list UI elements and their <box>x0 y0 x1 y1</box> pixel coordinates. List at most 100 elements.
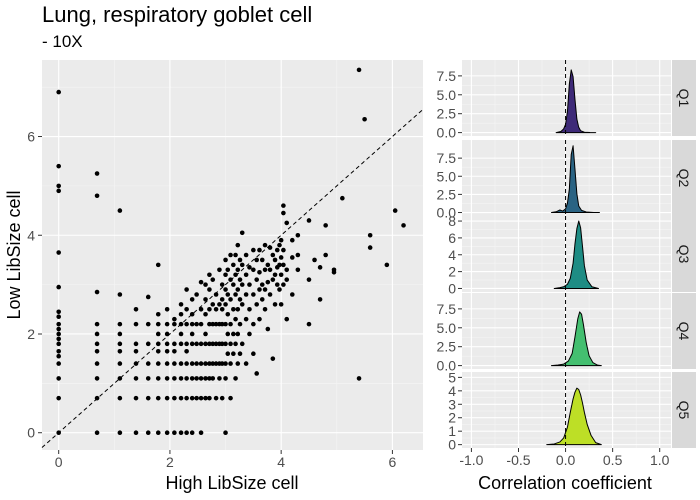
scatter-point <box>145 430 151 436</box>
scatter-point <box>254 257 259 263</box>
scatter-point <box>198 279 204 285</box>
scatter-y-tick-label: 6 <box>27 129 35 145</box>
scatter-point <box>184 376 189 381</box>
scatter-point <box>272 257 278 263</box>
density-y-tick-label: 2.5 <box>437 339 457 355</box>
scatter-point <box>219 307 225 312</box>
scatter-point <box>56 331 61 337</box>
scatter-point <box>277 262 282 268</box>
density-y-tick-label: 5.0 <box>437 87 457 103</box>
density-y-tick-label: 0 <box>448 280 456 296</box>
scatter-x-axis-label: High LibSize cell <box>165 473 298 493</box>
scatter-point <box>94 376 100 381</box>
scatter-point <box>401 223 406 228</box>
scatter-point <box>213 292 219 297</box>
facet-strip <box>672 60 696 136</box>
density-y-tick-label: 8 <box>448 213 456 229</box>
scatter-point <box>203 331 208 337</box>
scatter-point <box>189 331 195 337</box>
scatter-point <box>94 289 100 295</box>
scatter-point <box>203 361 208 366</box>
scatter-point <box>198 321 204 327</box>
scatter-point <box>281 247 286 253</box>
scatter-point <box>289 255 295 260</box>
scatter-point <box>237 351 243 357</box>
density-y-tick-label: 7.5 <box>437 68 457 84</box>
facet-strip-label: Q5 <box>676 401 692 420</box>
scatter-point <box>223 287 228 292</box>
scatter-point <box>207 272 212 278</box>
density-x-tick-label: 0.0 <box>556 452 576 468</box>
scatter-point <box>306 321 312 327</box>
scatter-point <box>198 376 204 381</box>
scatter-point <box>117 348 123 354</box>
scatter-point <box>257 316 262 322</box>
scatter-point <box>194 395 199 401</box>
scatter-point <box>235 287 241 292</box>
scatter-point <box>210 361 216 366</box>
scatter-point <box>277 287 282 292</box>
scatter-point <box>265 279 271 285</box>
scatter-point <box>207 361 212 366</box>
density-x-tick-label: -0.5 <box>506 452 530 468</box>
scatter-point <box>323 252 328 258</box>
scatter-point <box>270 356 276 361</box>
scatter-point <box>117 361 123 366</box>
density-y-tick-label: 2 <box>448 410 456 426</box>
density-y-tick-label: 2.5 <box>437 186 457 202</box>
scatter-point <box>56 376 61 381</box>
density-y-tick-label: 6 <box>448 230 456 246</box>
scatter-point <box>281 262 286 268</box>
scatter-point <box>251 292 256 297</box>
scatter-point <box>367 245 373 250</box>
scatter-point <box>278 237 284 243</box>
scatter-point <box>289 292 295 297</box>
scatter-point <box>56 188 61 194</box>
scatter-point <box>331 269 337 275</box>
density-y-tick-label: 0.0 <box>437 205 457 221</box>
scatter-point <box>189 395 195 401</box>
scatter-point <box>362 116 367 122</box>
scatter-point <box>247 265 252 270</box>
scatter-point <box>217 267 222 273</box>
facet-strip <box>672 140 696 216</box>
scatter-point <box>94 321 100 327</box>
scatter-point <box>295 252 301 258</box>
scatter-point <box>228 395 233 401</box>
scatter-point <box>231 331 236 337</box>
density-y-tick-label: 0.0 <box>437 358 457 374</box>
scatter-point <box>203 376 208 381</box>
scatter-point <box>94 331 100 337</box>
scatter-point <box>356 376 362 381</box>
scatter-point <box>233 316 238 322</box>
scatter-point <box>213 395 219 401</box>
scatter-point <box>235 331 241 337</box>
scatter-point <box>133 341 139 347</box>
scatter-point <box>223 376 228 381</box>
scatter-point <box>203 395 208 401</box>
scatter-point <box>207 395 212 401</box>
scatter-point <box>306 277 312 282</box>
density-y-tick-label: 3 <box>448 396 456 412</box>
scatter-point <box>267 267 273 273</box>
scatter-point <box>207 287 212 292</box>
scatter-point <box>312 257 317 263</box>
density-curve-q1 <box>555 69 597 134</box>
density-x-tick-label: 1.0 <box>650 452 670 468</box>
scatter-point <box>184 341 189 347</box>
scatter-point <box>257 287 262 292</box>
scatter-point <box>178 331 184 337</box>
scatter-point <box>155 311 161 317</box>
scatter-point <box>228 341 233 347</box>
density-y-tick-label: 4 <box>448 383 456 399</box>
scatter-y-axis-label: Low LibSize cell <box>4 190 24 319</box>
scatter-point <box>270 277 276 282</box>
density-y-tick-label: 1 <box>448 423 456 439</box>
scatter-point <box>164 307 170 312</box>
scatter-point <box>172 341 177 347</box>
scatter-point <box>295 267 301 273</box>
scatter-point <box>223 430 228 436</box>
scatter-point <box>184 361 189 366</box>
scatter-point <box>284 277 290 282</box>
